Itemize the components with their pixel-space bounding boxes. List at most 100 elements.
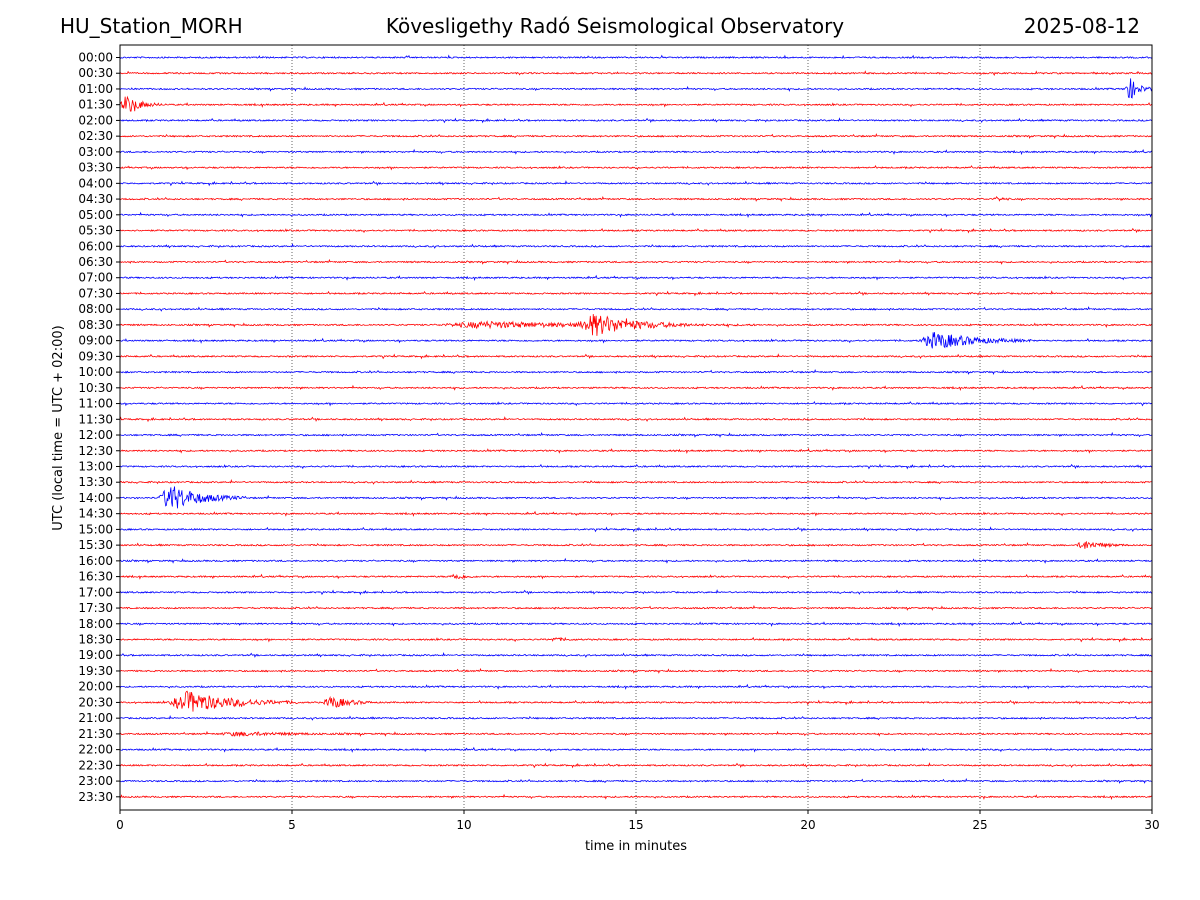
y-tick-label: 05:00 <box>78 208 113 222</box>
x-tick-label: 10 <box>456 818 471 832</box>
y-tick-label: 04:30 <box>78 192 113 206</box>
y-tick-label: 18:00 <box>78 617 113 631</box>
y-axis-label: UTC (local time = UTC + 02:00) <box>51 325 66 530</box>
seismic-trace-1830 <box>119 636 1153 643</box>
seismic-trace-0900 <box>119 332 1153 349</box>
seismic-trace-0400 <box>119 180 1153 187</box>
x-axis-label: time in minutes <box>585 839 687 854</box>
x-tick-label: 30 <box>1144 818 1159 832</box>
y-tick-label: 18:30 <box>78 633 113 647</box>
y-tick-label: 02:00 <box>78 113 113 127</box>
y-tick-label: 01:00 <box>78 82 113 96</box>
x-axis-ticks: 0 5 10 15 20 25 30 <box>116 810 1160 832</box>
y-tick-label: 00:30 <box>78 66 113 80</box>
seismic-trace-1800 <box>119 620 1153 627</box>
seismic-trace-0000 <box>119 54 1153 60</box>
station-name: HU_Station_MORH <box>60 14 243 38</box>
seismic-trace-1600 <box>119 557 1153 564</box>
seismic-trace-1730 <box>119 604 1153 611</box>
chart-title: Kövesligethy Radó Seismological Observat… <box>385 14 845 38</box>
seismic-trace-1530 <box>119 540 1153 549</box>
seismic-trace-0200 <box>119 117 1153 124</box>
y-tick-label: 13:30 <box>78 475 113 489</box>
y-tick-label: 05:30 <box>78 224 113 238</box>
seismic-trace-1230 <box>119 447 1153 454</box>
y-tick-label: 11:30 <box>78 412 113 426</box>
y-tick-label: 14:00 <box>78 491 113 505</box>
seismic-trace-0530 <box>119 227 1153 234</box>
y-tick-label: 22:30 <box>78 758 113 772</box>
y-tick-label: 09:00 <box>78 334 113 348</box>
seismic-trace-2330 <box>119 793 1153 801</box>
y-tick-label: 20:30 <box>78 695 113 709</box>
y-tick-label: 08:00 <box>78 302 113 316</box>
seismic-trace-1700 <box>119 589 1153 596</box>
seismic-trace-0630 <box>119 258 1153 265</box>
seismic-trace-0600 <box>119 243 1153 249</box>
y-tick-label: 00:00 <box>78 51 113 65</box>
y-tick-label: 22:00 <box>78 743 113 757</box>
y-tick-label: 19:00 <box>78 648 113 662</box>
y-tick-label: 09:30 <box>78 349 113 363</box>
seismic-trace-2130 <box>119 730 1153 738</box>
y-tick-label: 14:30 <box>78 507 113 521</box>
y-tick-label: 11:00 <box>78 397 113 411</box>
y-tick-label: 12:30 <box>78 444 113 458</box>
y-tick-label: 07:30 <box>78 286 113 300</box>
y-tick-label: 16:30 <box>78 570 113 584</box>
seismic-trace-1430 <box>119 510 1153 517</box>
y-tick-label: 08:30 <box>78 318 113 332</box>
seismic-trace-0800 <box>119 306 1153 312</box>
y-tick-label: 17:00 <box>78 585 113 599</box>
y-tick-label: 15:00 <box>78 522 113 536</box>
seismic-trace-0500 <box>119 211 1153 219</box>
seismic-trace-1130 <box>119 416 1153 423</box>
seismic-trace-0030 <box>119 70 1153 76</box>
y-tick-label: 07:00 <box>78 271 113 285</box>
y-tick-label: 13:00 <box>78 459 113 473</box>
seismic-trace-1930 <box>119 667 1153 674</box>
seismic-trace-0330 <box>119 165 1153 171</box>
seismic-trace-1630 <box>119 573 1153 580</box>
seismic-trace-0130 <box>119 95 1153 112</box>
seismic-trace-0300 <box>119 148 1153 156</box>
y-tick-label: 15:30 <box>78 538 113 552</box>
y-tick-label: 02:30 <box>78 129 113 143</box>
y-tick-label: 04:00 <box>78 176 113 190</box>
y-tick-label: 21:00 <box>78 711 113 725</box>
seismic-trace-1300 <box>119 463 1153 470</box>
y-tick-label: 06:00 <box>78 239 113 253</box>
seismic-trace-1100 <box>119 400 1153 407</box>
seismic-trace-1900 <box>119 652 1153 658</box>
seismic-trace-1330 <box>119 479 1153 485</box>
x-tick-label: 25 <box>972 818 987 832</box>
seismic-trace-1500 <box>119 526 1153 533</box>
seismic-trace-1200 <box>119 431 1153 438</box>
seismic-trace-2100 <box>119 714 1153 721</box>
seismic-trace-2200 <box>119 746 1153 753</box>
y-tick-label: 10:00 <box>78 365 113 379</box>
y-tick-label: 01:30 <box>78 98 113 112</box>
seismic-trace-0700 <box>119 274 1153 281</box>
y-tick-label: 12:00 <box>78 428 113 442</box>
x-tick-label: 20 <box>800 818 815 832</box>
y-tick-label: 19:30 <box>78 664 113 678</box>
y-tick-label: 03:00 <box>78 145 113 159</box>
y-tick-label: 10:30 <box>78 381 113 395</box>
seismic-traces <box>119 54 1153 801</box>
seismic-trace-1000 <box>119 369 1153 375</box>
seismic-trace-0430 <box>119 196 1153 202</box>
x-tick-label: 5 <box>288 818 296 832</box>
seismic-trace-2000 <box>119 683 1153 690</box>
x-tick-label: 0 <box>116 818 124 832</box>
y-tick-label: 03:30 <box>78 161 113 175</box>
y-tick-label: 06:30 <box>78 255 113 269</box>
seismic-trace-0230 <box>119 133 1153 140</box>
y-tick-label: 17:30 <box>78 601 113 615</box>
seismic-trace-1400 <box>119 486 1153 509</box>
y-tick-label: 16:00 <box>78 554 113 568</box>
seismic-trace-2300 <box>119 778 1153 784</box>
x-tick-label: 15 <box>628 818 643 832</box>
